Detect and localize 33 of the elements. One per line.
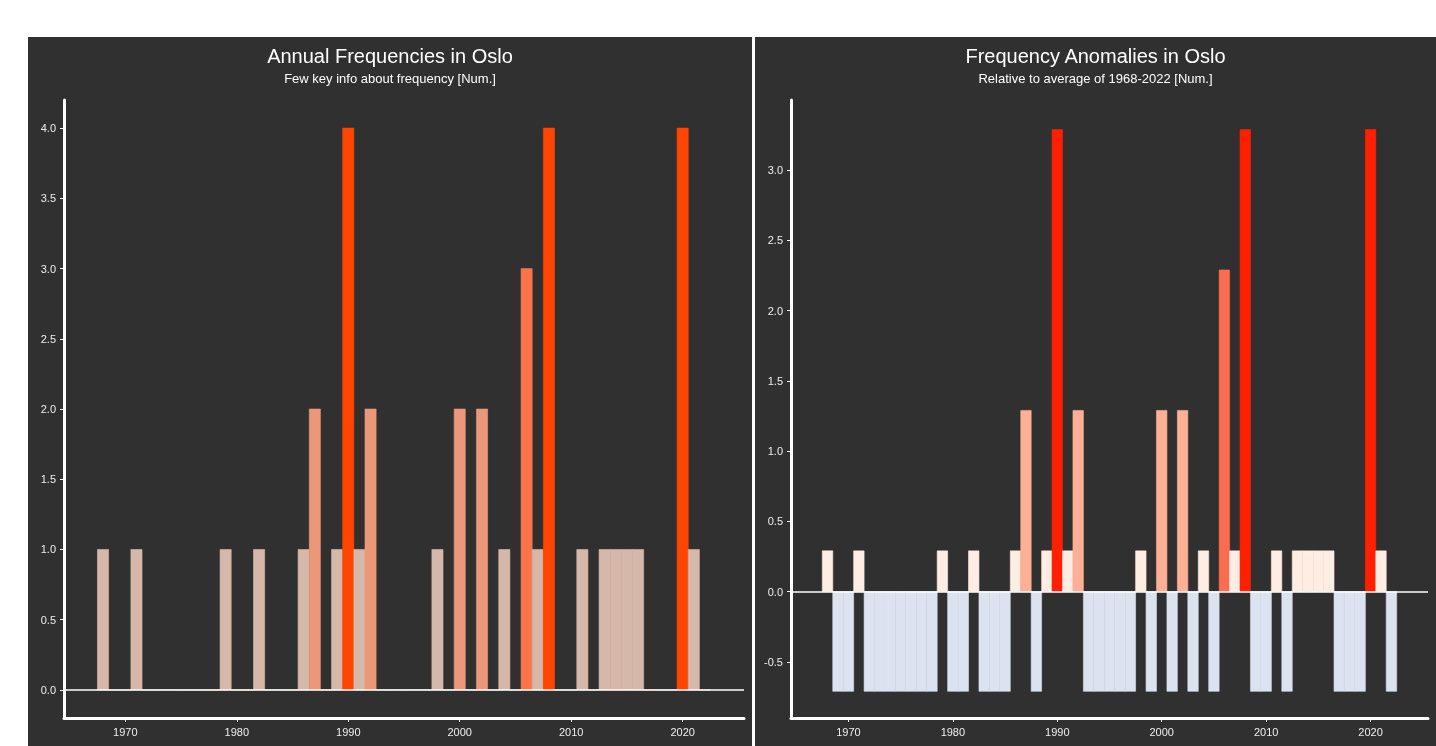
x-tick-label: 2010 [1253,725,1279,738]
y-tick-label: 0.0 [40,683,56,696]
x-tick-label: 2000 [1149,725,1174,738]
y-tick-label: 4.0 [40,122,56,135]
y-tick-label: 3.0 [40,262,56,275]
y-tick-label: 1.5 [40,473,56,486]
x-tick-label: 1980 [224,725,250,738]
x-tick-label: 1990 [336,725,361,738]
chart-title: Frequency Anomalies in Oslo [965,45,1226,67]
chart-subtitle: Few key info about frequency [Num.] [284,71,496,86]
chart-title: Annual Frequencies in Oslo [267,45,513,67]
x-tick-label: 2020 [1358,725,1383,738]
x-tick-label: 1980 [940,725,966,738]
y-tick-label: 0.0 [767,585,783,598]
x-tick-label: 1970 [113,725,138,738]
y-tick-label: 2.5 [767,234,783,247]
y-tick-label: 1.0 [40,543,56,556]
x-tick-label: 2020 [670,725,695,738]
y-tick-label: 1.0 [767,445,783,458]
x-tick-label: 1990 [1045,725,1070,738]
y-tick-label: 2.0 [767,304,783,317]
chart-subtitle: Relative to average of 1968-2022 [Num.] [978,71,1213,86]
x-tick-label: 2010 [558,725,584,738]
y-tick-label: 3.0 [767,164,783,177]
y-tick-label: 0.5 [767,515,783,528]
y-tick-label: 1.5 [767,374,783,387]
y-tick-label: 2.0 [40,403,56,415]
y-tick-label: 0.5 [40,613,56,626]
y-tick-label: 3.5 [40,192,56,205]
x-tick-label: 2000 [447,725,472,738]
y-tick-label: 2.5 [40,332,56,345]
x-tick-label: 1970 [836,725,861,738]
y-tick-label: -0.5 [764,655,783,668]
